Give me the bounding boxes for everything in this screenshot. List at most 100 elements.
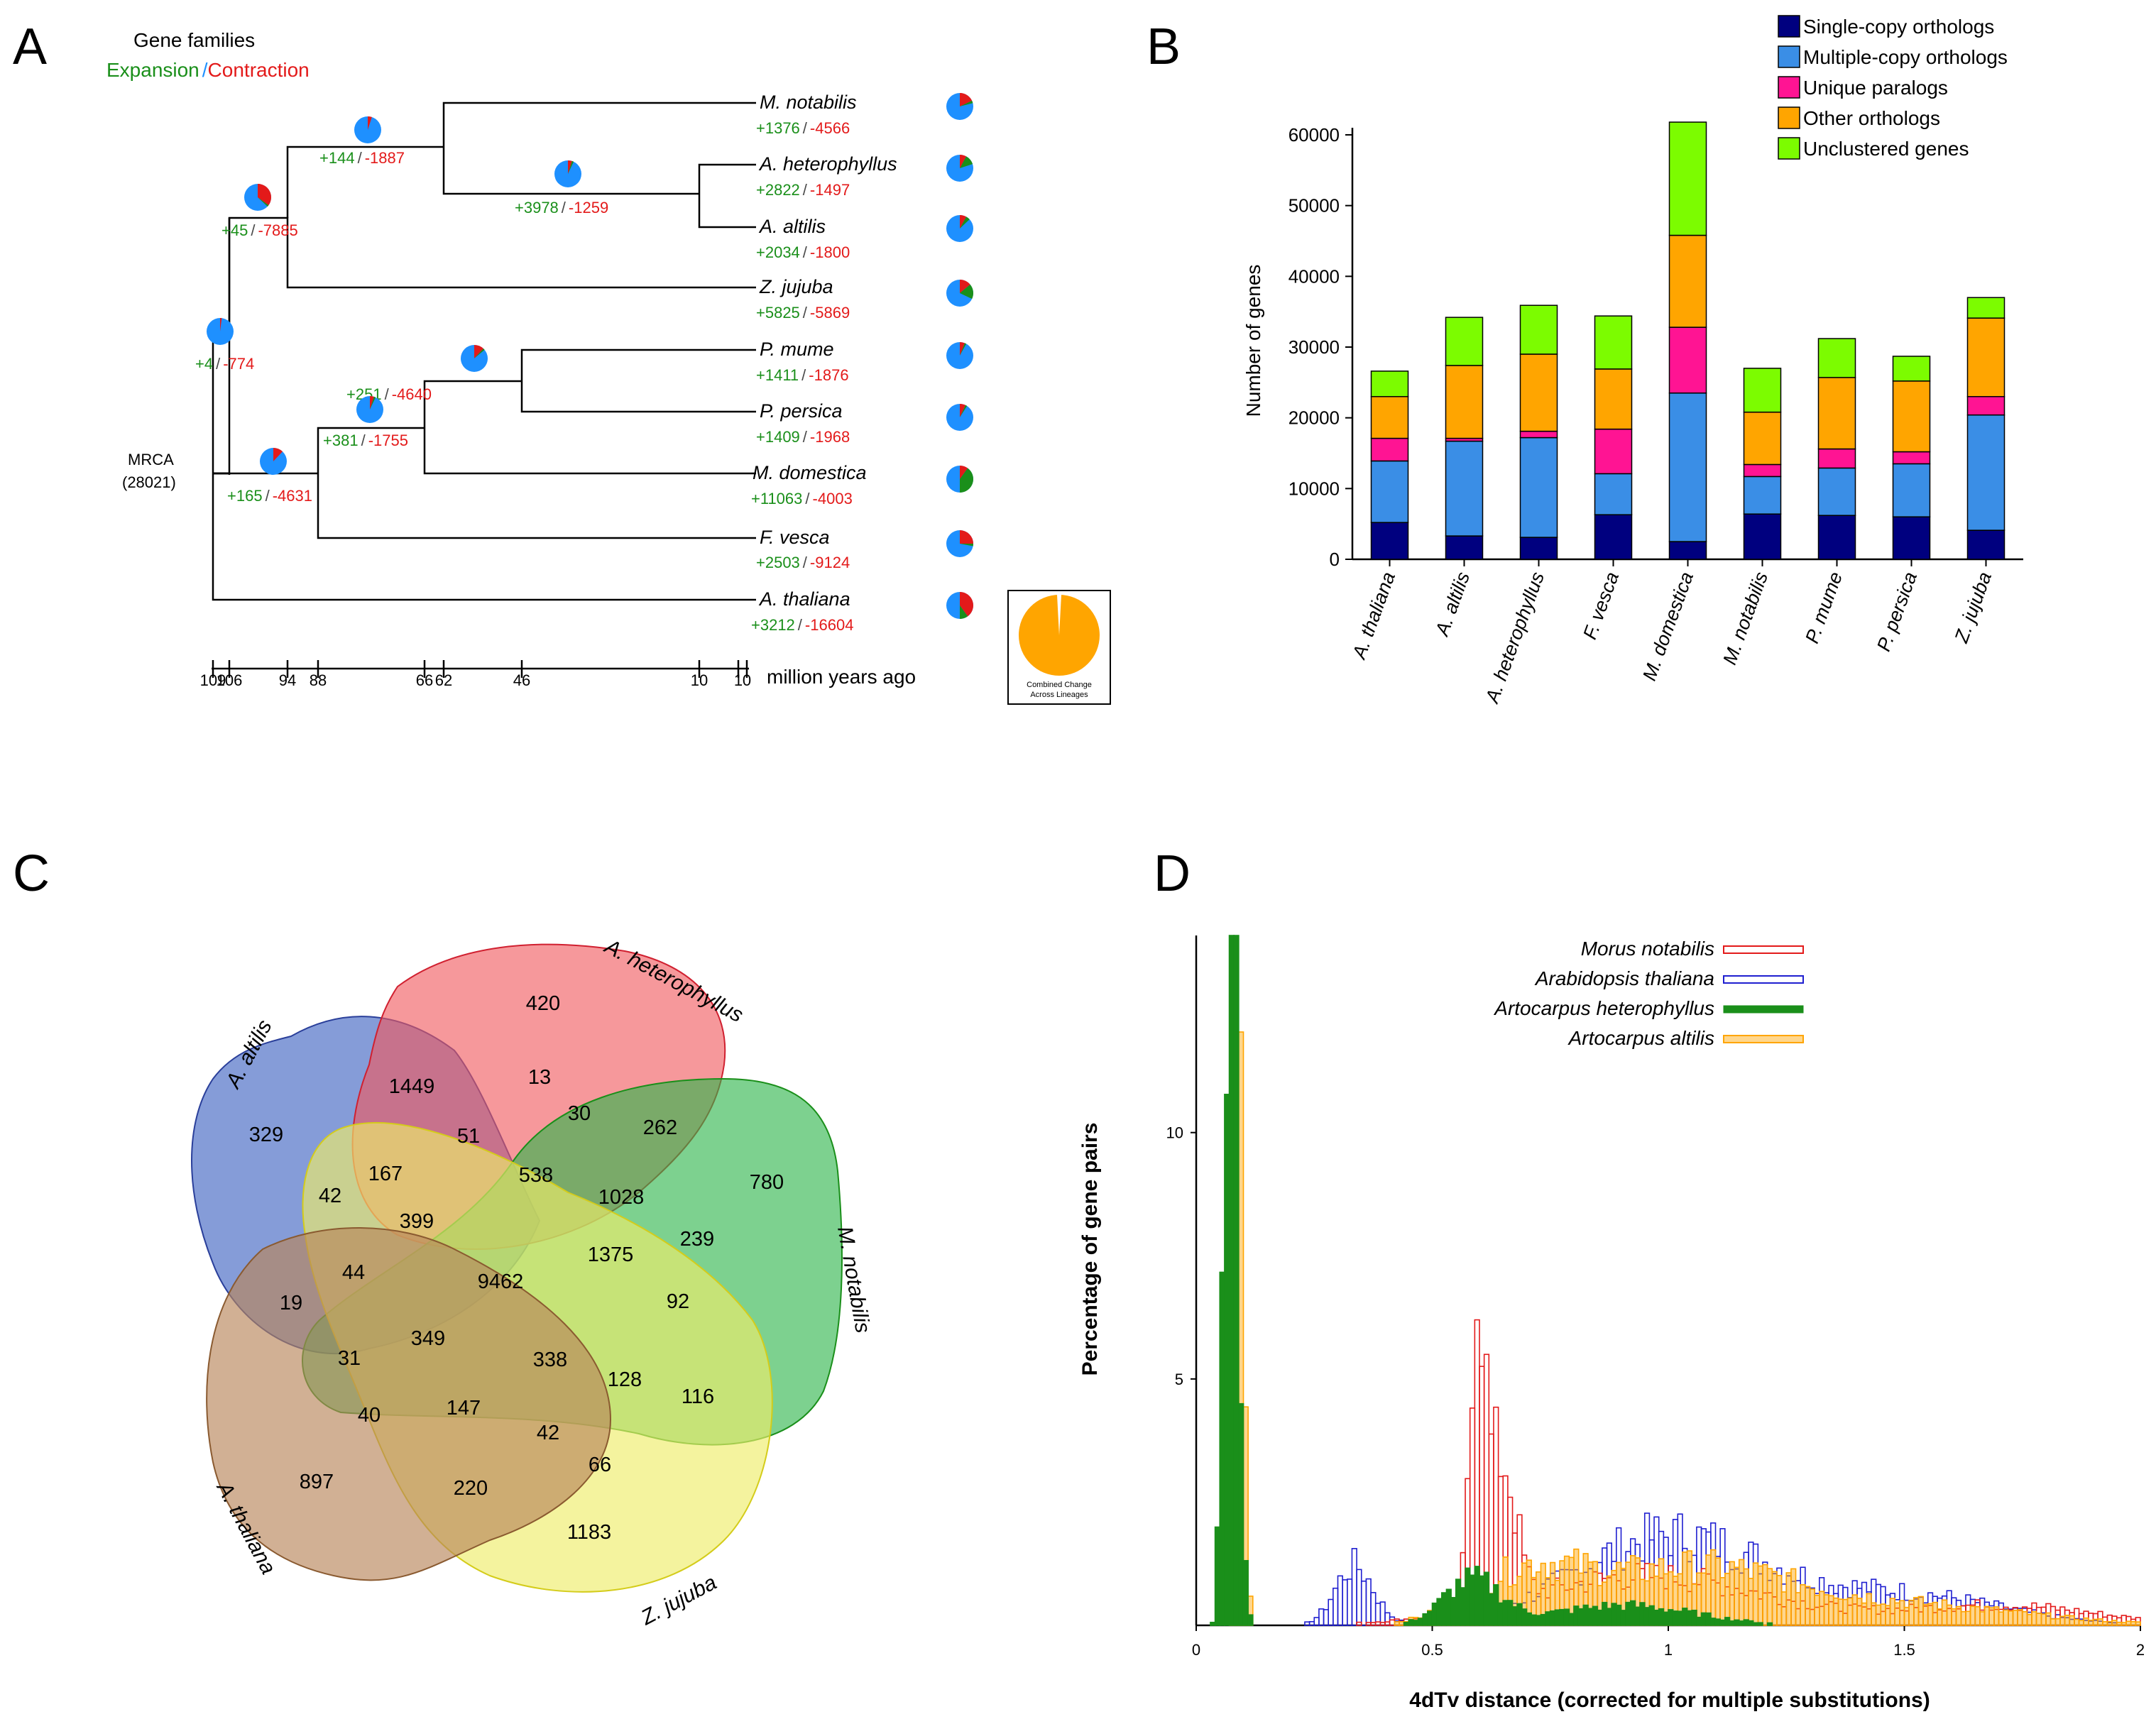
hist-y-tick-label: 5 (1175, 1371, 1183, 1388)
hist-bar (1875, 1604, 1882, 1626)
hist-bar (1356, 1621, 1362, 1626)
leaf-name: Z. jujuba (759, 276, 833, 297)
hist-bar (1700, 1612, 1707, 1626)
bar-y-tick-label: 10000 (1288, 478, 1340, 499)
leaf-counts: +1376/-4566 (756, 119, 850, 137)
bar-legend-label: Multiple-copy orthologs (1803, 46, 2008, 68)
panel-a-letter: A (13, 18, 47, 75)
node-contraction: -774 (223, 355, 254, 373)
bar-segment (1594, 368, 1633, 430)
pie-chart (946, 530, 973, 557)
node-counts: +45/-7885 (221, 221, 298, 239)
hist-legend-label: Artocarpus altilis (1567, 1027, 1714, 1049)
bar-segment (1594, 428, 1633, 475)
hist-bar (1347, 1578, 1353, 1626)
leaf-separator: / (803, 304, 808, 322)
hist-bar (1941, 1599, 1948, 1626)
bar-category-label: M. notabilis (1719, 569, 1772, 668)
time-tick-label: 62 (435, 671, 452, 689)
hist-bar (1219, 1271, 1225, 1626)
hist-bar (1228, 935, 1235, 1626)
hist-bar (1323, 1609, 1330, 1626)
leaf-separator: / (803, 119, 808, 137)
hist-bar (1573, 1605, 1580, 1626)
time-tick-label: 1 (734, 671, 743, 689)
node-separator: / (251, 221, 256, 239)
hist-bar (1399, 1621, 1405, 1626)
hist-bar (1394, 1621, 1400, 1626)
hist-bar (1965, 1610, 1971, 1626)
hist-bar (1441, 1592, 1448, 1626)
pie-chart (260, 448, 287, 475)
hist-bar (2045, 1612, 2052, 1626)
bar-segment (1519, 430, 1558, 439)
hist-bar (1828, 1595, 1834, 1626)
hist-bar (1507, 1600, 1514, 1626)
panel-a: A Gene families Expansion/Contraction (13, 18, 1111, 705)
hist-bar (2111, 1620, 2118, 1626)
hist-bar (1748, 1578, 1754, 1626)
hist-bar (1469, 1574, 1476, 1626)
hist-bar (1365, 1578, 1372, 1626)
pie-chart (356, 396, 383, 423)
venn-region-count: 1375 (588, 1243, 634, 1266)
hist-bar (1606, 1608, 1613, 1626)
node-contraction: -1887 (365, 149, 405, 167)
tree-legend-contraction: Contraction (208, 59, 310, 81)
bar-legend-swatch (1778, 76, 1800, 99)
hist-bar (1691, 1609, 1697, 1626)
venn-region-count: 30 (568, 1102, 591, 1125)
hist-legend-swatch (1723, 975, 1804, 984)
time-tick-label: 88 (310, 671, 327, 689)
hist-bar (2102, 1621, 2108, 1626)
hist-bar (2054, 1618, 2061, 1626)
leaf-counts: +2034/-1800 (756, 243, 850, 261)
hist-bar (1374, 1621, 1381, 1626)
hist-bar (1748, 1620, 1754, 1626)
leaf-expansion: +2822 (756, 181, 800, 199)
hist-bar (1577, 1608, 1585, 1626)
hist-bar (2092, 1618, 2098, 1626)
pie-charts (207, 93, 974, 619)
hist-bar (1917, 1596, 1924, 1626)
tree-legend-expansion: Expansion (106, 59, 199, 81)
bar-legend-swatch (1778, 45, 1800, 68)
bar-y-tick-label: 30000 (1288, 336, 1340, 358)
venn-region-count: 538 (519, 1164, 553, 1187)
hist-bar (1511, 1606, 1518, 1626)
hist-bar (2035, 1613, 2042, 1626)
leaf-expansion: +1411 (756, 366, 799, 384)
bar-segment (1668, 326, 1707, 394)
bar-y-tick-label: 0 (1330, 549, 1340, 570)
venn-region-count: 399 (400, 1210, 434, 1233)
hist-bar (1705, 1612, 1712, 1626)
hist-bar (1445, 1588, 1452, 1626)
pie-chart (207, 318, 234, 345)
hist-bar (1436, 1598, 1443, 1626)
hist-bar (2031, 1611, 2037, 1626)
hist-bar (1871, 1602, 1877, 1626)
hist-legend-swatch (1723, 945, 1804, 954)
hist-bar (1682, 1608, 1688, 1626)
hist-bar (1809, 1588, 1815, 1626)
venn-region-count: 239 (680, 1228, 714, 1251)
hist-bar (2050, 1618, 2057, 1626)
hist-bar (1643, 1607, 1651, 1626)
venn-region-count: 13 (528, 1066, 551, 1089)
hist-bar (1536, 1615, 1542, 1626)
bar-segment (1966, 297, 2005, 319)
hist-bar (2008, 1610, 2014, 1626)
hist-bar (1422, 1613, 1428, 1626)
hist-bar (1805, 1586, 1811, 1626)
bar-segment (1892, 463, 1931, 517)
hist-bar (1365, 1622, 1372, 1626)
hist-bar (1743, 1568, 1749, 1626)
venn-region-count: 780 (750, 1171, 784, 1194)
leaf-separator: / (803, 554, 808, 571)
venn-region-count: 116 (682, 1385, 714, 1408)
leaf-counts: +3212/-16604 (751, 616, 853, 634)
hist-bar (2125, 1620, 2132, 1626)
leaf: P. persica +1409/-1968 (756, 400, 850, 446)
bar-segment (1668, 392, 1707, 542)
